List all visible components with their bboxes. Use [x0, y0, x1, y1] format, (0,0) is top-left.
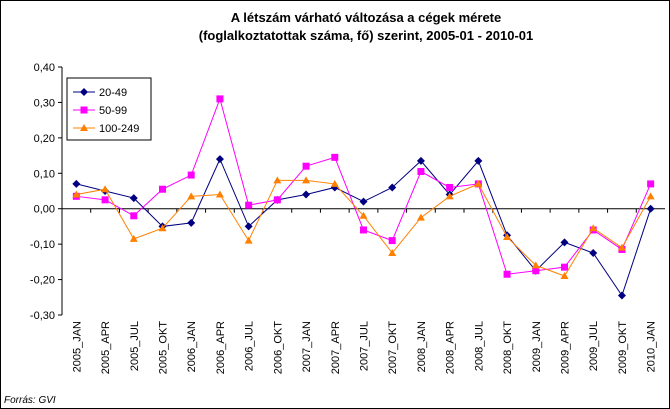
marker — [388, 237, 396, 245]
marker — [359, 211, 368, 219]
marker — [388, 183, 397, 192]
y-tick-label: 0,00 — [34, 204, 55, 216]
marker — [101, 185, 110, 193]
marker — [445, 192, 454, 200]
x-tick-label: 2009_APR — [560, 321, 572, 374]
marker — [503, 233, 512, 241]
marker — [245, 201, 253, 209]
y-tick-label: -0,30 — [30, 310, 55, 322]
x-tick-label: 2006_JAN — [186, 321, 198, 372]
marker — [646, 192, 655, 200]
marker — [360, 226, 367, 234]
marker — [446, 183, 454, 191]
marker — [589, 224, 598, 232]
x-tick-label: 2009_JAN — [531, 321, 543, 372]
marker — [617, 291, 626, 300]
x-tick-label: 2009_JUL — [588, 321, 600, 371]
marker — [647, 180, 655, 188]
legend-label: 50-99 — [99, 105, 127, 117]
x-tick-label: 2010_JAN — [646, 321, 658, 372]
marker — [244, 222, 253, 231]
marker — [129, 234, 138, 242]
marker — [474, 179, 483, 187]
marker — [215, 155, 224, 164]
marker — [388, 249, 397, 256]
marker — [273, 176, 282, 184]
y-tick-label: 0,30 — [34, 97, 55, 109]
marker — [330, 179, 339, 187]
marker — [158, 224, 167, 232]
marker — [532, 267, 540, 275]
marker — [417, 168, 425, 176]
x-tick-label: 2009_OKT — [617, 321, 629, 374]
y-tick-label: 0,40 — [34, 62, 55, 74]
chart-title: A létszám várható változása a cégek mére… — [231, 10, 502, 25]
marker — [560, 238, 569, 247]
x-tick-label: 2008_APR — [445, 321, 457, 374]
x-tick-label: 2008_OKT — [502, 321, 514, 374]
marker — [503, 270, 511, 278]
marker — [101, 196, 109, 204]
y-tick-label: -0,10 — [30, 239, 55, 251]
marker — [129, 194, 138, 203]
marker — [561, 263, 568, 271]
x-tick-label: 2005_JAN — [71, 321, 83, 372]
x-tick-label: 2008_JAN — [416, 321, 428, 372]
x-tick-label: 2005_OKT — [158, 321, 170, 374]
x-tick-label: 2006_JUL — [244, 321, 256, 371]
marker — [187, 171, 195, 179]
marker — [359, 197, 368, 206]
marker — [215, 190, 224, 198]
marker — [560, 272, 569, 280]
legend-marker — [80, 124, 88, 131]
marker — [589, 249, 598, 257]
marker — [244, 236, 253, 244]
legend-label: 20-49 — [99, 87, 127, 99]
marker — [531, 261, 540, 269]
marker — [646, 204, 655, 213]
x-tick-label: 2007_JUL — [359, 321, 371, 371]
marker — [216, 95, 224, 103]
marker — [72, 179, 81, 188]
x-tick-label: 2007_JAN — [301, 321, 313, 372]
x-tick-label: 2006_OKT — [272, 321, 284, 374]
marker — [72, 190, 81, 198]
y-tick-label: -0,20 — [30, 275, 55, 287]
marker — [302, 162, 310, 170]
marker — [416, 156, 425, 165]
x-tick-label: 2007_APR — [330, 321, 342, 374]
chart-title: (foglalkoztatottak száma, fő) szerint, 2… — [199, 28, 534, 43]
y-tick-label: 0,20 — [34, 133, 55, 145]
marker — [130, 212, 138, 220]
x-tick-label: 2006_APR — [215, 321, 227, 374]
marker — [187, 218, 196, 227]
legend-marker — [80, 106, 88, 114]
marker — [302, 190, 311, 199]
legend-marker — [80, 88, 88, 96]
source-note: Forrás: GVI — [4, 395, 56, 406]
marker — [416, 213, 425, 221]
x-tick-label: 2005_APR — [100, 321, 112, 374]
marker — [187, 192, 196, 200]
x-tick-label: 2007_OKT — [387, 321, 399, 374]
x-tick-label: 2005_JUL — [129, 321, 141, 371]
legend-label: 100-249 — [99, 123, 139, 135]
marker — [302, 176, 311, 184]
marker — [474, 156, 483, 165]
marker — [331, 153, 339, 161]
y-tick-label: 0,10 — [34, 168, 55, 180]
x-tick-label: 2008_JUL — [473, 321, 485, 371]
marker — [617, 243, 626, 251]
marker — [273, 196, 281, 204]
marker — [159, 185, 166, 193]
